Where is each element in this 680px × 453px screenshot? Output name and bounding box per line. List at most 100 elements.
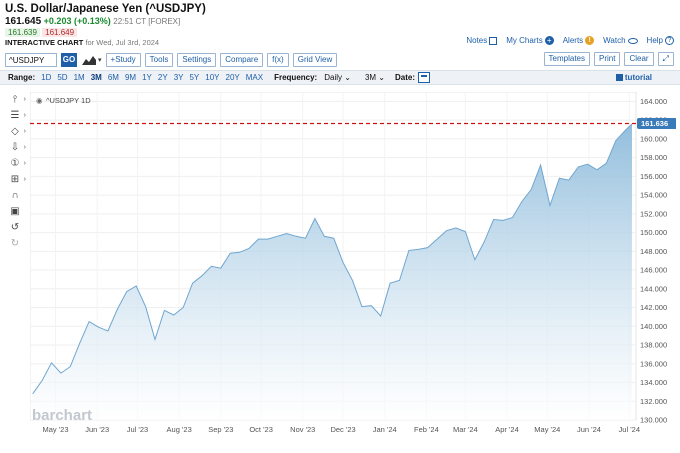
watermark-logo: barchart [32,407,92,424]
range-option[interactable]: 5D [57,73,68,82]
fib-icon: ☰ [10,110,20,121]
grid-view-button[interactable]: Grid View [292,53,338,67]
chevron-right-icon: › [23,160,26,167]
chart-type-chevron-icon[interactable]: ▾ [98,57,102,64]
notes-link[interactable]: Notes [466,36,498,45]
magnet-tool[interactable]: ∩ [4,188,26,204]
function-button[interactable]: f(x) [267,53,289,67]
y-tick-label: 146.000 [640,266,667,275]
x-tick-label: Oct '23 [249,425,273,434]
range-option[interactable]: 3M [90,73,102,82]
range-option[interactable]: 20Y [225,73,240,82]
quote-line: 161.645 +0.203 (+0.13%) 22:51 CT [FOREX] [5,16,180,27]
price-chart[interactable]: 164.000162.000160.000158.000156.000154.0… [30,92,676,436]
interactive-chart-label: INTERACTIVE CHART [5,38,84,47]
last-price-tag-label: 161.636 [641,119,668,128]
crosshair-icon: ⫯ [12,94,18,105]
y-axis: 164.000162.000160.000158.000156.000154.0… [640,97,667,425]
frequency-select[interactable]: Daily ⌄ [324,73,351,82]
chart-type-icon[interactable] [81,54,97,66]
symbol-input[interactable] [5,53,57,67]
redo-icon: ↻ [10,238,20,249]
x-tick-label: May '24 [534,425,560,434]
range-bar: Range: 1D 5D 1M 3M 6M 9M 1Y 2Y 3Y 5Y 10Y 20Y MAX Fre… [0,70,680,85]
crosshair-tool[interactable]: ⫯ › [4,92,26,108]
y-tick-label: 148.000 [640,247,667,256]
x-tick-label: Jun '23 [85,425,109,434]
go-button[interactable]: GO [61,53,77,67]
plus-circle-icon: + [544,36,554,45]
price-area [32,123,632,421]
undo-tool[interactable]: ↺ [4,220,26,236]
y-tick-label: 160.000 [640,134,667,143]
number-icon: ① [10,158,20,169]
x-tick-label: Jul '23 [127,425,148,434]
print-button[interactable]: Print [594,52,621,66]
ask-price: 161.649 [42,28,78,37]
x-tick-label: May '23 [43,425,69,434]
chart-heading: INTERACTIVE CHART for Wed, Jul 3rd, 2024 [5,38,159,47]
y-tick-label: 158.000 [640,153,667,162]
clear-button[interactable]: Clear [624,52,654,66]
shapes-tool[interactable]: ◇ › [4,124,26,140]
y-tick-label: 152.000 [640,209,667,218]
x-tick-label: Nov '23 [290,425,315,434]
range-option[interactable]: 9M [124,73,137,82]
range-option[interactable]: 10Y [205,73,220,82]
expand-icon: ⤢ [662,54,669,63]
expand-button[interactable]: ⤢ [657,52,674,66]
last-price-tag: 161.636 [637,118,676,130]
range-option[interactable]: 1D [41,73,52,82]
chevron-right-icon: › [23,112,26,119]
chevron-down-icon: ⌄ [344,73,351,82]
calendar-icon[interactable] [418,72,431,83]
range-option[interactable]: 2Y [157,73,168,82]
x-tick-label: Aug '23 [167,425,192,434]
redo-tool[interactable]: ↻ [4,236,26,252]
templates-button[interactable]: Templates [543,52,591,66]
tutorial-link[interactable]: tutorial [615,73,652,82]
chevron-down-icon: ⌄ [378,73,385,82]
add-study-button[interactable]: +Study [105,53,141,67]
x-tick-label: Apr '24 [495,425,519,434]
tutorial-icon [615,74,623,81]
arrow-tool[interactable]: ⇩ › [4,140,26,156]
compare-button[interactable]: Compare [220,53,264,67]
x-tick-label: Dec '23 [330,425,355,434]
chevron-right-icon: › [23,96,26,103]
lock-tool[interactable]: ▣ [4,204,26,220]
right-toolbar: Templates Print Clear ⤢ [543,52,674,66]
quote-timestamp: 22:51 CT [FOREX] [113,17,181,26]
eye-icon: ◉ [36,96,43,105]
range-option[interactable]: 5Y [189,73,200,82]
y-tick-label: 134.000 [640,378,667,387]
chart-date-label: for Wed, Jul 3rd, 2024 [85,38,160,47]
y-tick-label: 132.000 [640,397,667,406]
alert-icon: ! [585,36,595,45]
my-charts-link[interactable]: My Charts + [506,36,554,45]
chevron-right-icon: › [23,128,26,135]
fib-tool[interactable]: ☰ › [4,108,26,124]
bid-ask: 161.639 161.649 [5,28,78,37]
range-option[interactable]: 1Y [142,73,152,82]
x-tick-label: Jan '24 [373,425,397,434]
period-select[interactable]: 3M ⌄ [364,73,385,82]
y-tick-label: 156.000 [640,172,667,181]
alerts-link[interactable]: Alerts! [563,36,595,45]
range-label: Range: [8,73,36,82]
y-tick-label: 138.000 [640,341,667,350]
x-tick-label: Mar '24 [453,425,478,434]
range-option[interactable]: 3Y [173,73,184,82]
number-tool[interactable]: ① › [4,156,26,172]
watch-link[interactable]: Watch [603,36,638,45]
help-link[interactable]: Help? [647,36,674,45]
tools-button[interactable]: Tools [144,53,174,67]
x-tick-label: Jul '24 [619,425,640,434]
range-option[interactable]: 6M [107,73,119,82]
settings-button[interactable]: Settings [177,53,217,67]
range-option[interactable]: MAX [245,73,264,82]
range-option[interactable]: 1M [73,73,85,82]
measure-tool[interactable]: ⊞ › [4,172,26,188]
eye-icon [627,37,638,44]
x-tick-label: Feb '24 [414,425,439,434]
